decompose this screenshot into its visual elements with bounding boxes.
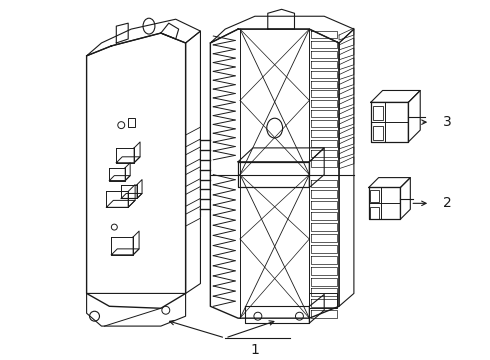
Bar [370,190,379,202]
Bar [373,126,383,140]
Text: 2: 2 [443,196,452,210]
Bar [128,118,135,127]
Text: 3: 3 [443,115,452,129]
Bar [370,207,379,219]
Text: 1: 1 [250,343,259,357]
Bar [373,106,383,120]
